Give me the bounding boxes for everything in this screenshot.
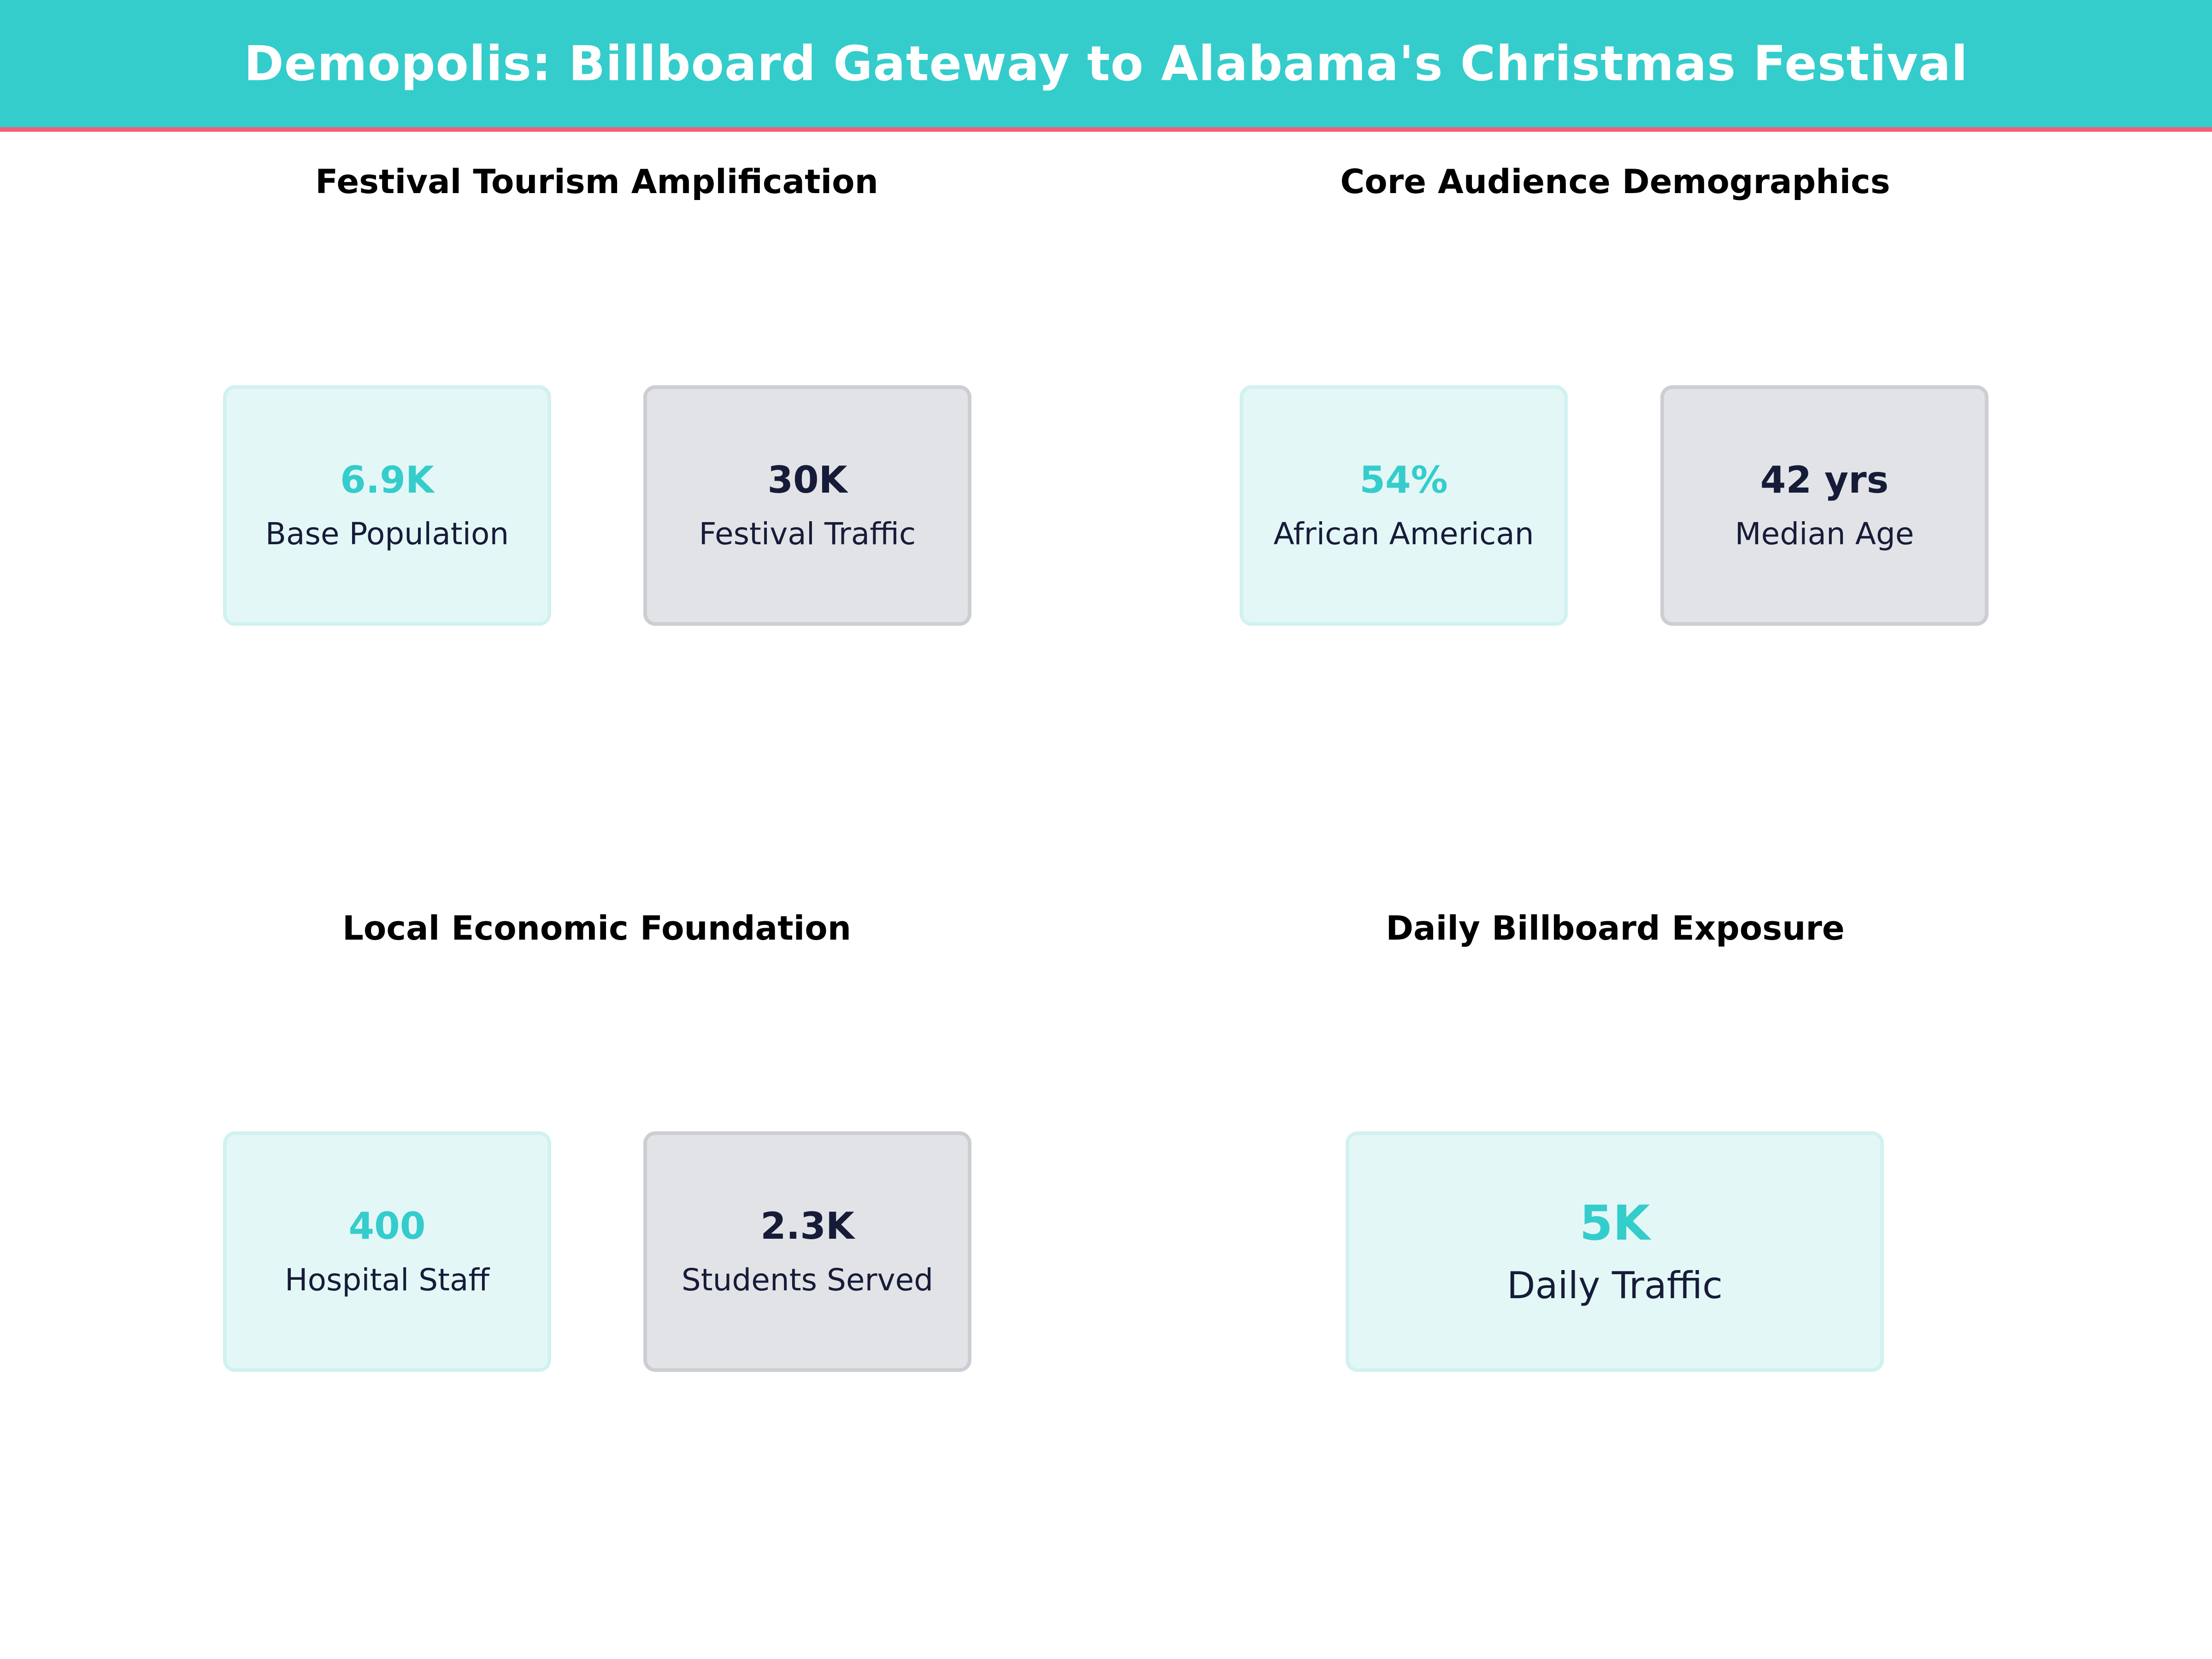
stat-card-african-american: 54% African American [1240, 385, 1568, 626]
section-title-festival-tourism: Festival Tourism Amplification [315, 162, 878, 201]
section-title-audience-demographics: Core Audience Demographics [1340, 162, 1890, 201]
stat-label: Daily Traffic [1506, 1264, 1723, 1307]
stat-label: Festival Traffic [699, 516, 916, 552]
stat-label: Base Population [265, 516, 509, 552]
section-title-economic-foundation: Local Economic Foundation [342, 909, 852, 947]
stat-card-median-age: 42 yrs Median Age [1660, 385, 1988, 626]
page-title: Demopolis: Billboard Gateway to Alabama'… [244, 35, 1968, 92]
stat-value: 30K [767, 459, 847, 501]
header-banner: Demopolis: Billboard Gateway to Alabama'… [0, 0, 2212, 132]
stat-card-festival-traffic: 30K Festival Traffic [643, 385, 971, 626]
stat-value: 5K [1579, 1195, 1650, 1251]
stat-value: 54% [1359, 459, 1448, 501]
stat-card-base-population: 6.9K Base Population [223, 385, 551, 626]
stat-value: 2.3K [760, 1205, 854, 1247]
stat-value: 400 [348, 1205, 426, 1247]
stat-card-daily-traffic: 5K Daily Traffic [1346, 1131, 1884, 1372]
stat-value: 42 yrs [1760, 459, 1889, 501]
stat-label: Median Age [1735, 516, 1914, 552]
stat-label: African American [1273, 516, 1534, 552]
section-title-billboard-exposure: Daily Billboard Exposure [1386, 909, 1845, 947]
stat-label: Hospital Staff [285, 1262, 489, 1298]
stat-label: Students Served [681, 1262, 934, 1298]
stat-value: 6.9K [340, 459, 434, 501]
stat-card-students-served: 2.3K Students Served [643, 1131, 971, 1372]
stat-card-hospital-staff: 400 Hospital Staff [223, 1131, 551, 1372]
